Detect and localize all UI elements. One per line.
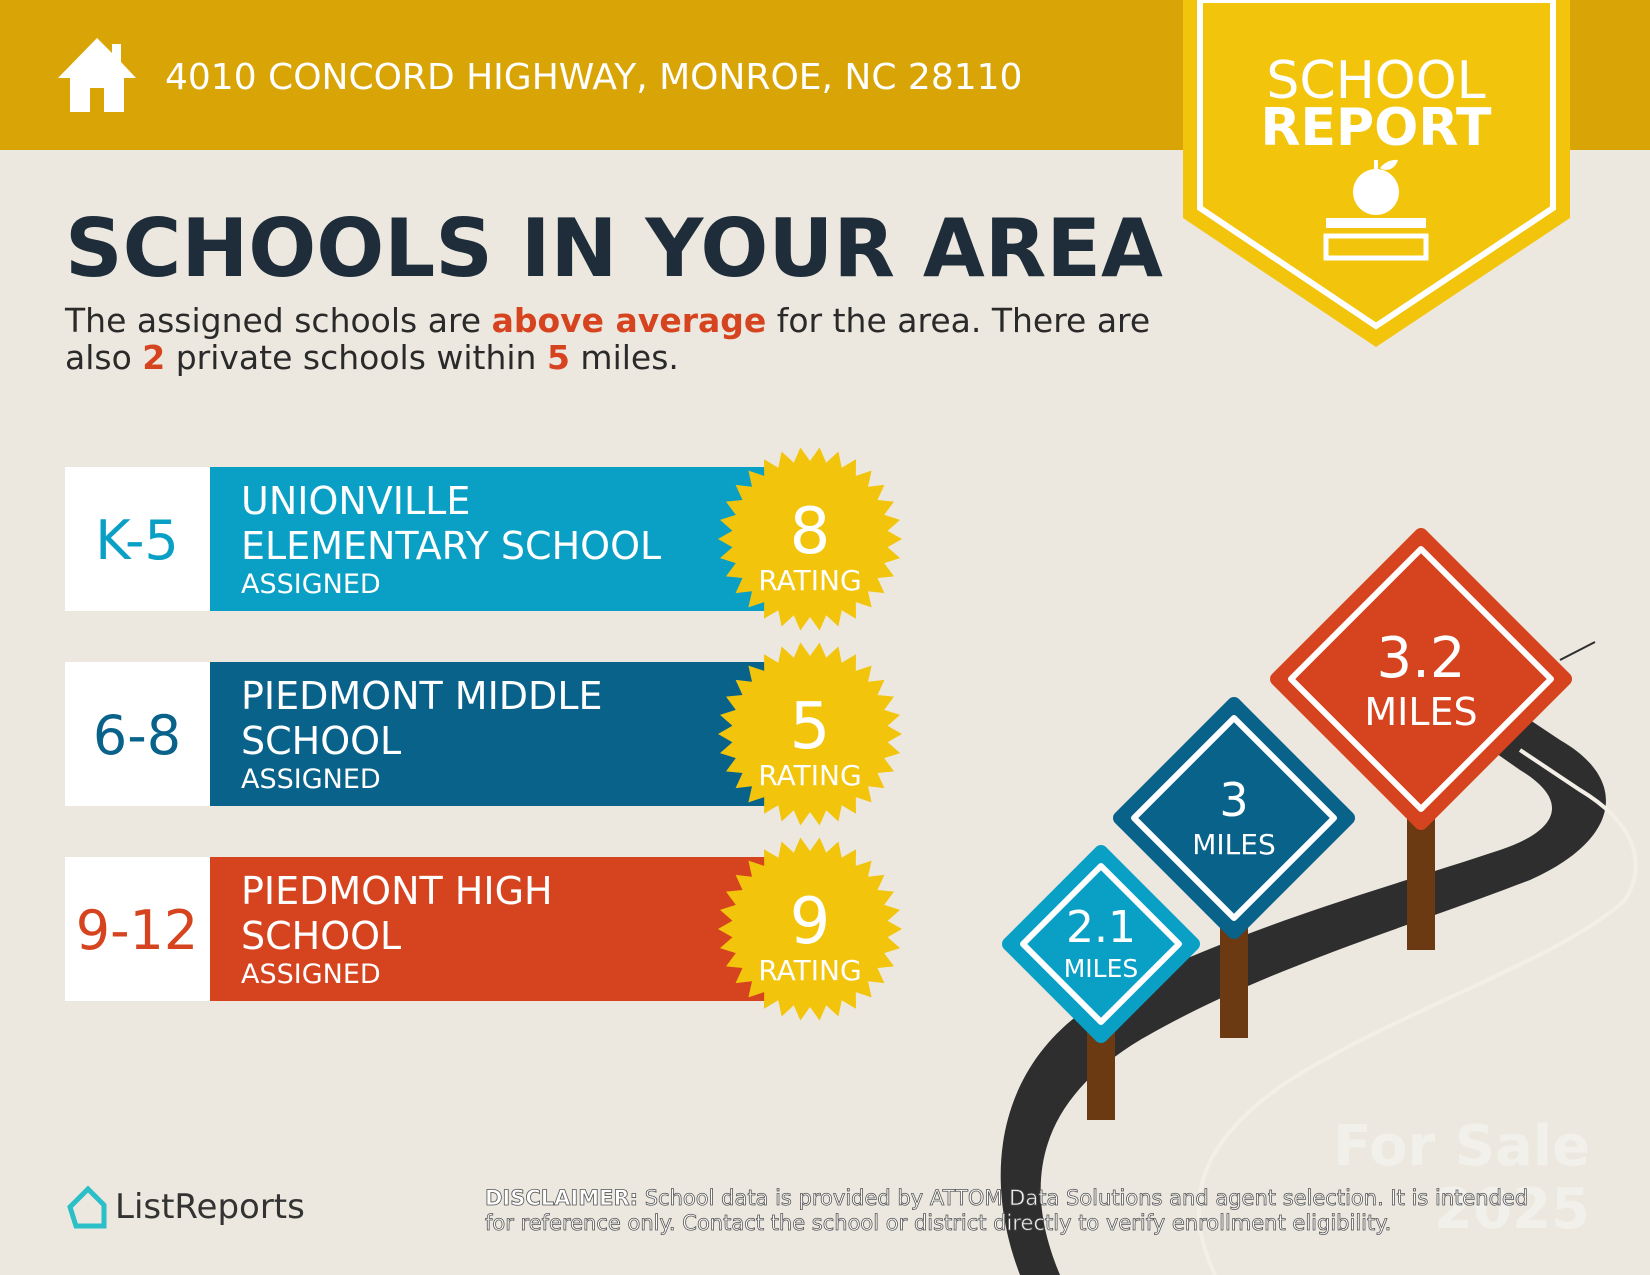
sign-distance: 3.2 [1376,626,1465,691]
road-edge [1230,1000,1650,1275]
school-status: ASSIGNED [241,959,381,990]
logo-text: ListReports [115,1187,305,1227]
school-bar [210,467,770,611]
subtitle-text: private schools within [165,338,547,377]
address: 4010 CONCORD HIGHWAY, MONROE, NC 28110 [165,57,1022,98]
sign-distance: 2.1 [1066,902,1136,953]
rating-label: RATING [758,564,861,597]
road-tip [1559,641,1596,661]
grade-box [65,467,210,611]
school-bar [210,857,770,1001]
rating-seal [718,447,902,631]
grade-box [65,857,210,1001]
road-line [1196,748,1638,1275]
school-name: SCHOOL [241,719,401,763]
title: SCHOOLS IN YOUR AREA [65,202,1163,295]
disclaimer: DISCLAIMER: School data is provided by A… [485,1186,1528,1210]
watermark: For Sale [1333,1114,1590,1179]
badge-line: REPORT [1260,98,1492,158]
badge-line: SCHOOL [1266,51,1485,111]
subtitle: The assigned schools are above average f… [64,301,1150,377]
disclaimer-line: School data is provided by ATTOM Data So… [638,1186,1528,1210]
school-status: ASSIGNED [241,764,381,795]
grade-box [65,662,210,806]
subtitle-text: for the area. There are [766,301,1150,340]
subtitle-line: The assigned schools are above average f… [64,301,1150,340]
badge-border [1197,0,1556,330]
grade: 9-12 [76,899,199,962]
apple-book-icon [1323,159,1429,261]
road [1000,641,1650,1275]
grade: 6-8 [93,704,181,767]
rating-label: RATING [758,954,861,987]
sign-border [1020,863,1182,1025]
highlight: above average [492,301,767,340]
rating-label: RATING [758,759,861,792]
logo-icon [67,1185,107,1229]
school-name: PIEDMONT HIGH [241,869,553,913]
rating-seal [718,642,902,826]
sign-border [1131,715,1337,921]
rating: 9 [790,885,831,959]
sign-distance: 3 [1219,773,1248,827]
disclaimer-label: DISCLAIMER: [485,1186,638,1210]
rating: 5 [790,690,831,764]
rating: 8 [790,495,831,569]
sign-face [1002,845,1200,1043]
grade: K-5 [95,509,179,572]
house-icon [58,38,136,112]
subtitle-text: The assigned schools are [64,301,492,340]
highlight: 2 [142,338,165,377]
school-name: PIEDMONT MIDDLE [241,674,603,718]
watermark: 2025 [1434,1177,1590,1242]
sign-unit: MILES [1364,690,1477,734]
sign-unit: MILES [1192,828,1275,861]
road-surface [1000,700,1606,1275]
subtitle-text: also [65,338,142,377]
subtitle-line: also 2 private schools within 5 miles. [65,338,679,377]
highlight: 5 [547,338,570,377]
school-name: SCHOOL [241,914,401,958]
rating-seal [718,837,902,1021]
sign-unit: MILES [1064,954,1139,983]
school-bar [210,662,770,806]
school-status: ASSIGNED [241,569,381,600]
sign-border [1288,546,1554,812]
school-name: UNIONVILLE [241,479,470,523]
disclaimer-line: for reference only. Contact the school o… [485,1211,1391,1235]
sign-face [1270,528,1572,830]
subtitle-text: miles. [570,338,679,377]
sign-face [1113,697,1355,939]
school-name: ELEMENTARY SCHOOL [241,524,661,568]
